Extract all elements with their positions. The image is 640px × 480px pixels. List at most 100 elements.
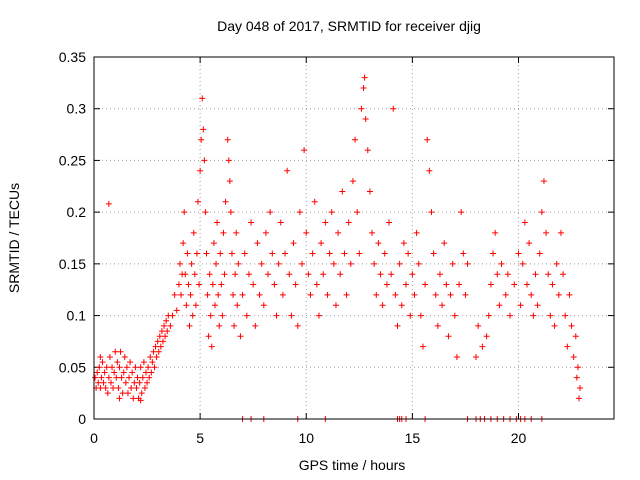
data-point [224,136,231,143]
data-point [267,209,274,216]
data-point [183,302,190,309]
data-point [551,322,558,329]
data-point [390,105,397,112]
data-point [555,291,562,298]
data-point [436,271,443,278]
data-point [422,281,429,288]
x-tick-label: 5 [196,430,204,446]
data-point [447,291,454,298]
data-point [208,343,215,350]
data-point [560,271,567,278]
data-point [460,250,467,257]
data-point [335,229,342,236]
data-point [315,312,322,319]
data-point [138,390,145,397]
data-point [99,359,106,366]
data-point [145,364,152,371]
data-point [379,302,386,309]
data-point [415,260,422,267]
data-point [262,229,269,236]
data-point [494,271,501,278]
data-point [149,359,156,366]
data-point [201,157,208,164]
data-point [157,343,164,350]
data-point [424,136,431,143]
data-point [279,291,286,298]
data-point [553,260,560,267]
data-point [143,369,149,376]
data-point [324,291,331,298]
data-point [95,379,102,386]
y-tick-label: 0.05 [59,359,86,375]
data-point [504,271,511,278]
data-point [543,229,550,236]
data-point [307,291,314,298]
data-point [260,302,267,309]
data-point [134,374,141,381]
data-point [193,250,200,257]
data-point [434,322,441,329]
data-point [498,260,505,267]
data-point [445,333,452,340]
data-point [362,116,369,123]
data-point [490,250,497,257]
data-point [286,271,293,278]
data-point [116,364,123,371]
data-point [237,333,244,340]
data-point [106,353,113,360]
data-point [375,240,382,247]
data-point [303,229,310,236]
data-point [250,281,257,288]
data-point [227,209,234,216]
data-point [443,281,450,288]
data-point [97,353,104,360]
data-point [114,359,121,366]
data-point [228,250,235,257]
data-point [540,178,547,185]
data-point [161,322,168,329]
tick-labels: 0 0.05 0.1 0.15 0.2 0.25 0.3 0.35 0 5 10 15 20 [59,49,527,446]
data-point [132,364,139,371]
data-point [113,374,120,381]
data-point [252,322,259,329]
data-point [185,281,192,288]
data-point [196,281,203,288]
data-point [392,291,399,298]
data-point [273,312,280,319]
data-point [98,374,105,381]
chart-title: Day 048 of 2017, SRMTID for receiver dji… [217,18,481,34]
data-point [301,147,308,154]
data-point [202,209,209,216]
data-point [305,271,312,278]
data-point [534,302,541,309]
y-tick-label: 0.25 [59,152,86,168]
data-point [144,379,151,386]
data-point [453,353,460,360]
data-point [121,353,128,360]
data-point [502,291,509,298]
x-tick-label: 15 [405,430,421,446]
data-point [111,369,118,376]
data-point [496,302,503,309]
data-point [492,229,499,236]
data-point [204,291,211,298]
data-point [473,353,480,360]
data-point [205,333,212,340]
data-point [214,219,221,226]
data-point [411,291,418,298]
data-point [405,250,412,257]
data-point [381,250,388,257]
y-axis-label: SRMTID / TECUs [6,183,22,293]
data-point [458,209,465,216]
data-point [456,281,463,288]
data-point [517,302,524,309]
data-point [226,178,233,185]
data-point [426,167,433,174]
data-point [110,384,117,391]
data-point [394,322,401,329]
data-point [222,198,229,205]
data-point [117,348,124,355]
data-point [235,260,242,267]
data-point [360,85,367,92]
